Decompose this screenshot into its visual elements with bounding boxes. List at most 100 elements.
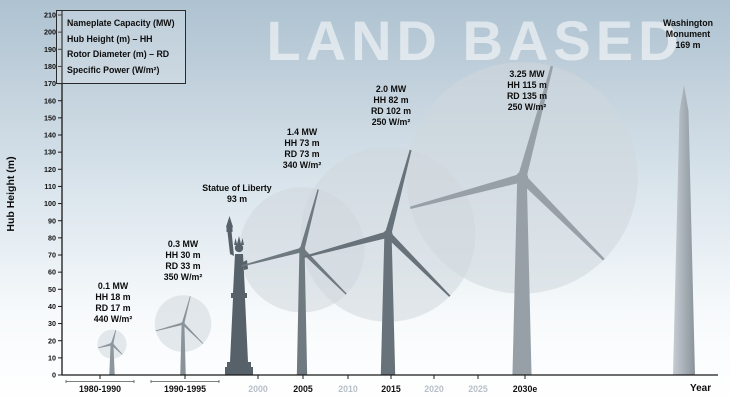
turbine-blade bbox=[303, 231, 389, 258]
turbine-spec-label-line: 340 W/m² bbox=[282, 160, 322, 170]
legend-line-hub-height: Hub Height (m) – HH bbox=[67, 33, 153, 44]
washington-monument-label-line: Washington Monument bbox=[662, 18, 713, 39]
y-tick-label: 200 bbox=[44, 28, 56, 37]
x-axis-title: Year bbox=[690, 383, 712, 394]
wind-turbine bbox=[155, 296, 204, 375]
statue-torch-flame bbox=[226, 216, 233, 227]
turbine-spec-label-line: HH 115 m bbox=[507, 80, 547, 90]
turbine-blade bbox=[241, 247, 303, 267]
turbine-spec-label-line: 2.0 MW bbox=[375, 84, 407, 94]
turbine-tower bbox=[180, 323, 186, 375]
x-tick-label: 2015 bbox=[381, 384, 401, 394]
y-tick-label: 60 bbox=[48, 268, 56, 277]
y-tick-label: 80 bbox=[48, 233, 56, 242]
turbine-blade bbox=[181, 296, 191, 324]
x-tick-label: 1980-1990 bbox=[79, 384, 121, 394]
turbine-blade bbox=[155, 322, 184, 332]
y-tick-label: 100 bbox=[44, 199, 56, 208]
x-tick-label: 2000 bbox=[248, 384, 268, 394]
y-tick-label: 160 bbox=[44, 96, 56, 105]
turbine-blade bbox=[110, 329, 117, 345]
turbine-spec-label-line: HH 82 m bbox=[373, 95, 409, 105]
turbine-spec-label-line: HH 73 m bbox=[284, 138, 320, 148]
washington-monument-label: Washington Monument 169 m bbox=[656, 18, 720, 51]
turbine-spec-label-line: RD 33 m bbox=[165, 261, 201, 271]
turbine-spec-label-line: RD 17 m bbox=[95, 303, 131, 313]
washington-monument-label-line: 169 m bbox=[675, 40, 701, 50]
turbine-spec-label: 2.0 MW HH 82 m RD 102 m 250 W/m² bbox=[371, 84, 411, 128]
watermark-title: LAND BASED bbox=[266, 9, 684, 72]
turbine-blade bbox=[385, 232, 451, 297]
y-tick-label: 190 bbox=[44, 45, 56, 54]
turbine-hub bbox=[110, 342, 114, 346]
turbine-tower bbox=[380, 234, 396, 375]
statue-torch bbox=[226, 226, 233, 232]
turbine-blade bbox=[300, 248, 347, 295]
period-bracket bbox=[65, 380, 135, 383]
turbine-spec-label-line: 3.25 MW bbox=[509, 69, 545, 79]
y-tick-label: 150 bbox=[44, 113, 56, 122]
turbine-spec-label-line: HH 30 m bbox=[165, 250, 201, 260]
turbine-spec-label: 3.25 MW HH 115 m RD 135 m 250 W/m² bbox=[507, 69, 547, 113]
turbine-spec-label-line: 0.3 MW bbox=[167, 239, 199, 249]
turbine-blade bbox=[518, 174, 605, 261]
y-tick-label: 0 bbox=[52, 371, 56, 380]
turbine-spec-label-line: 440 W/m² bbox=[93, 314, 133, 324]
turbine-spec-label-line: 250 W/m² bbox=[371, 117, 411, 127]
y-tick-label: 130 bbox=[44, 148, 56, 157]
turbine-tower bbox=[109, 344, 115, 375]
turbine-blade bbox=[111, 343, 123, 355]
legend-box: Nameplate Capacity (MW) Hub Height (m) –… bbox=[56, 10, 186, 84]
statue-body bbox=[233, 254, 245, 293]
period-bracket bbox=[150, 380, 220, 383]
turbine-tower bbox=[296, 249, 308, 375]
y-tick-label: 210 bbox=[44, 11, 56, 20]
wind-turbine bbox=[303, 149, 451, 375]
statue-head bbox=[234, 243, 244, 253]
statue-of-liberty-label: Statue of Liberty 93 m bbox=[202, 183, 271, 205]
y-tick-label: 40 bbox=[48, 302, 56, 311]
statue-torch-arm bbox=[227, 231, 234, 256]
turbine-hub bbox=[515, 171, 529, 184]
turbine-tower bbox=[512, 177, 532, 375]
x-tick-label: 2030e bbox=[513, 384, 538, 394]
statue-base bbox=[227, 362, 251, 367]
washington-monument-silhouette bbox=[673, 85, 695, 376]
statue-base bbox=[225, 367, 253, 375]
statue-of-liberty-silhouette bbox=[225, 216, 253, 375]
turbine-spec-label: 0.3 MW HH 30 m RD 33 m 350 W/m² bbox=[164, 239, 203, 283]
legend-line-specific-power: Specific Power (W/m²) bbox=[67, 64, 160, 75]
y-tick-label: 140 bbox=[44, 131, 56, 140]
x-tick-label: 2025 bbox=[468, 384, 488, 394]
statue-pedestal-cap bbox=[231, 293, 247, 298]
x-tick-label: 2010 bbox=[338, 384, 358, 394]
turbine-spec-label-line: 0.1 MW bbox=[97, 281, 129, 291]
turbine-hub bbox=[181, 321, 185, 326]
turbine-spec-label-line: 250 W/m² bbox=[507, 102, 547, 112]
y-tick-label: 110 bbox=[44, 182, 56, 191]
turbine-blade bbox=[97, 342, 113, 349]
turbine-hub bbox=[383, 229, 393, 240]
turbine-spec-label: 1.4 MW HH 73 m RD 73 m 340 W/m² bbox=[283, 127, 322, 171]
y-tick-label: 170 bbox=[44, 79, 56, 88]
wind-turbine bbox=[241, 189, 347, 375]
statue-of-liberty-label-line: 93 m bbox=[226, 194, 248, 204]
turbine-blade bbox=[409, 173, 524, 209]
y-tick-label: 70 bbox=[48, 251, 56, 260]
turbine-blade bbox=[517, 65, 554, 179]
turbine-spec-label-line: RD 73 m bbox=[284, 149, 320, 159]
wind-turbine bbox=[409, 65, 605, 375]
turbine-spec-label: 0.1 MW HH 18 m RD 17 m 440 W/m² bbox=[94, 281, 133, 325]
turbine-spec-label-line: RD 135 m bbox=[506, 91, 548, 101]
statue-crown bbox=[234, 236, 244, 245]
legend-line-nameplate-capacity: Nameplate Capacity (MW) bbox=[67, 18, 175, 28]
y-tick-label: 50 bbox=[48, 285, 56, 294]
y-axis-title: Hub Height (m) bbox=[5, 156, 17, 232]
turbine-blade bbox=[299, 189, 319, 251]
x-tick-label: 1990-1995 bbox=[164, 384, 206, 394]
turbine-spec-label-line: 1.4 MW bbox=[286, 127, 318, 137]
y-tick-label: 20 bbox=[48, 336, 56, 345]
y-tick-label: 120 bbox=[44, 165, 56, 174]
wind-turbine bbox=[97, 329, 123, 375]
